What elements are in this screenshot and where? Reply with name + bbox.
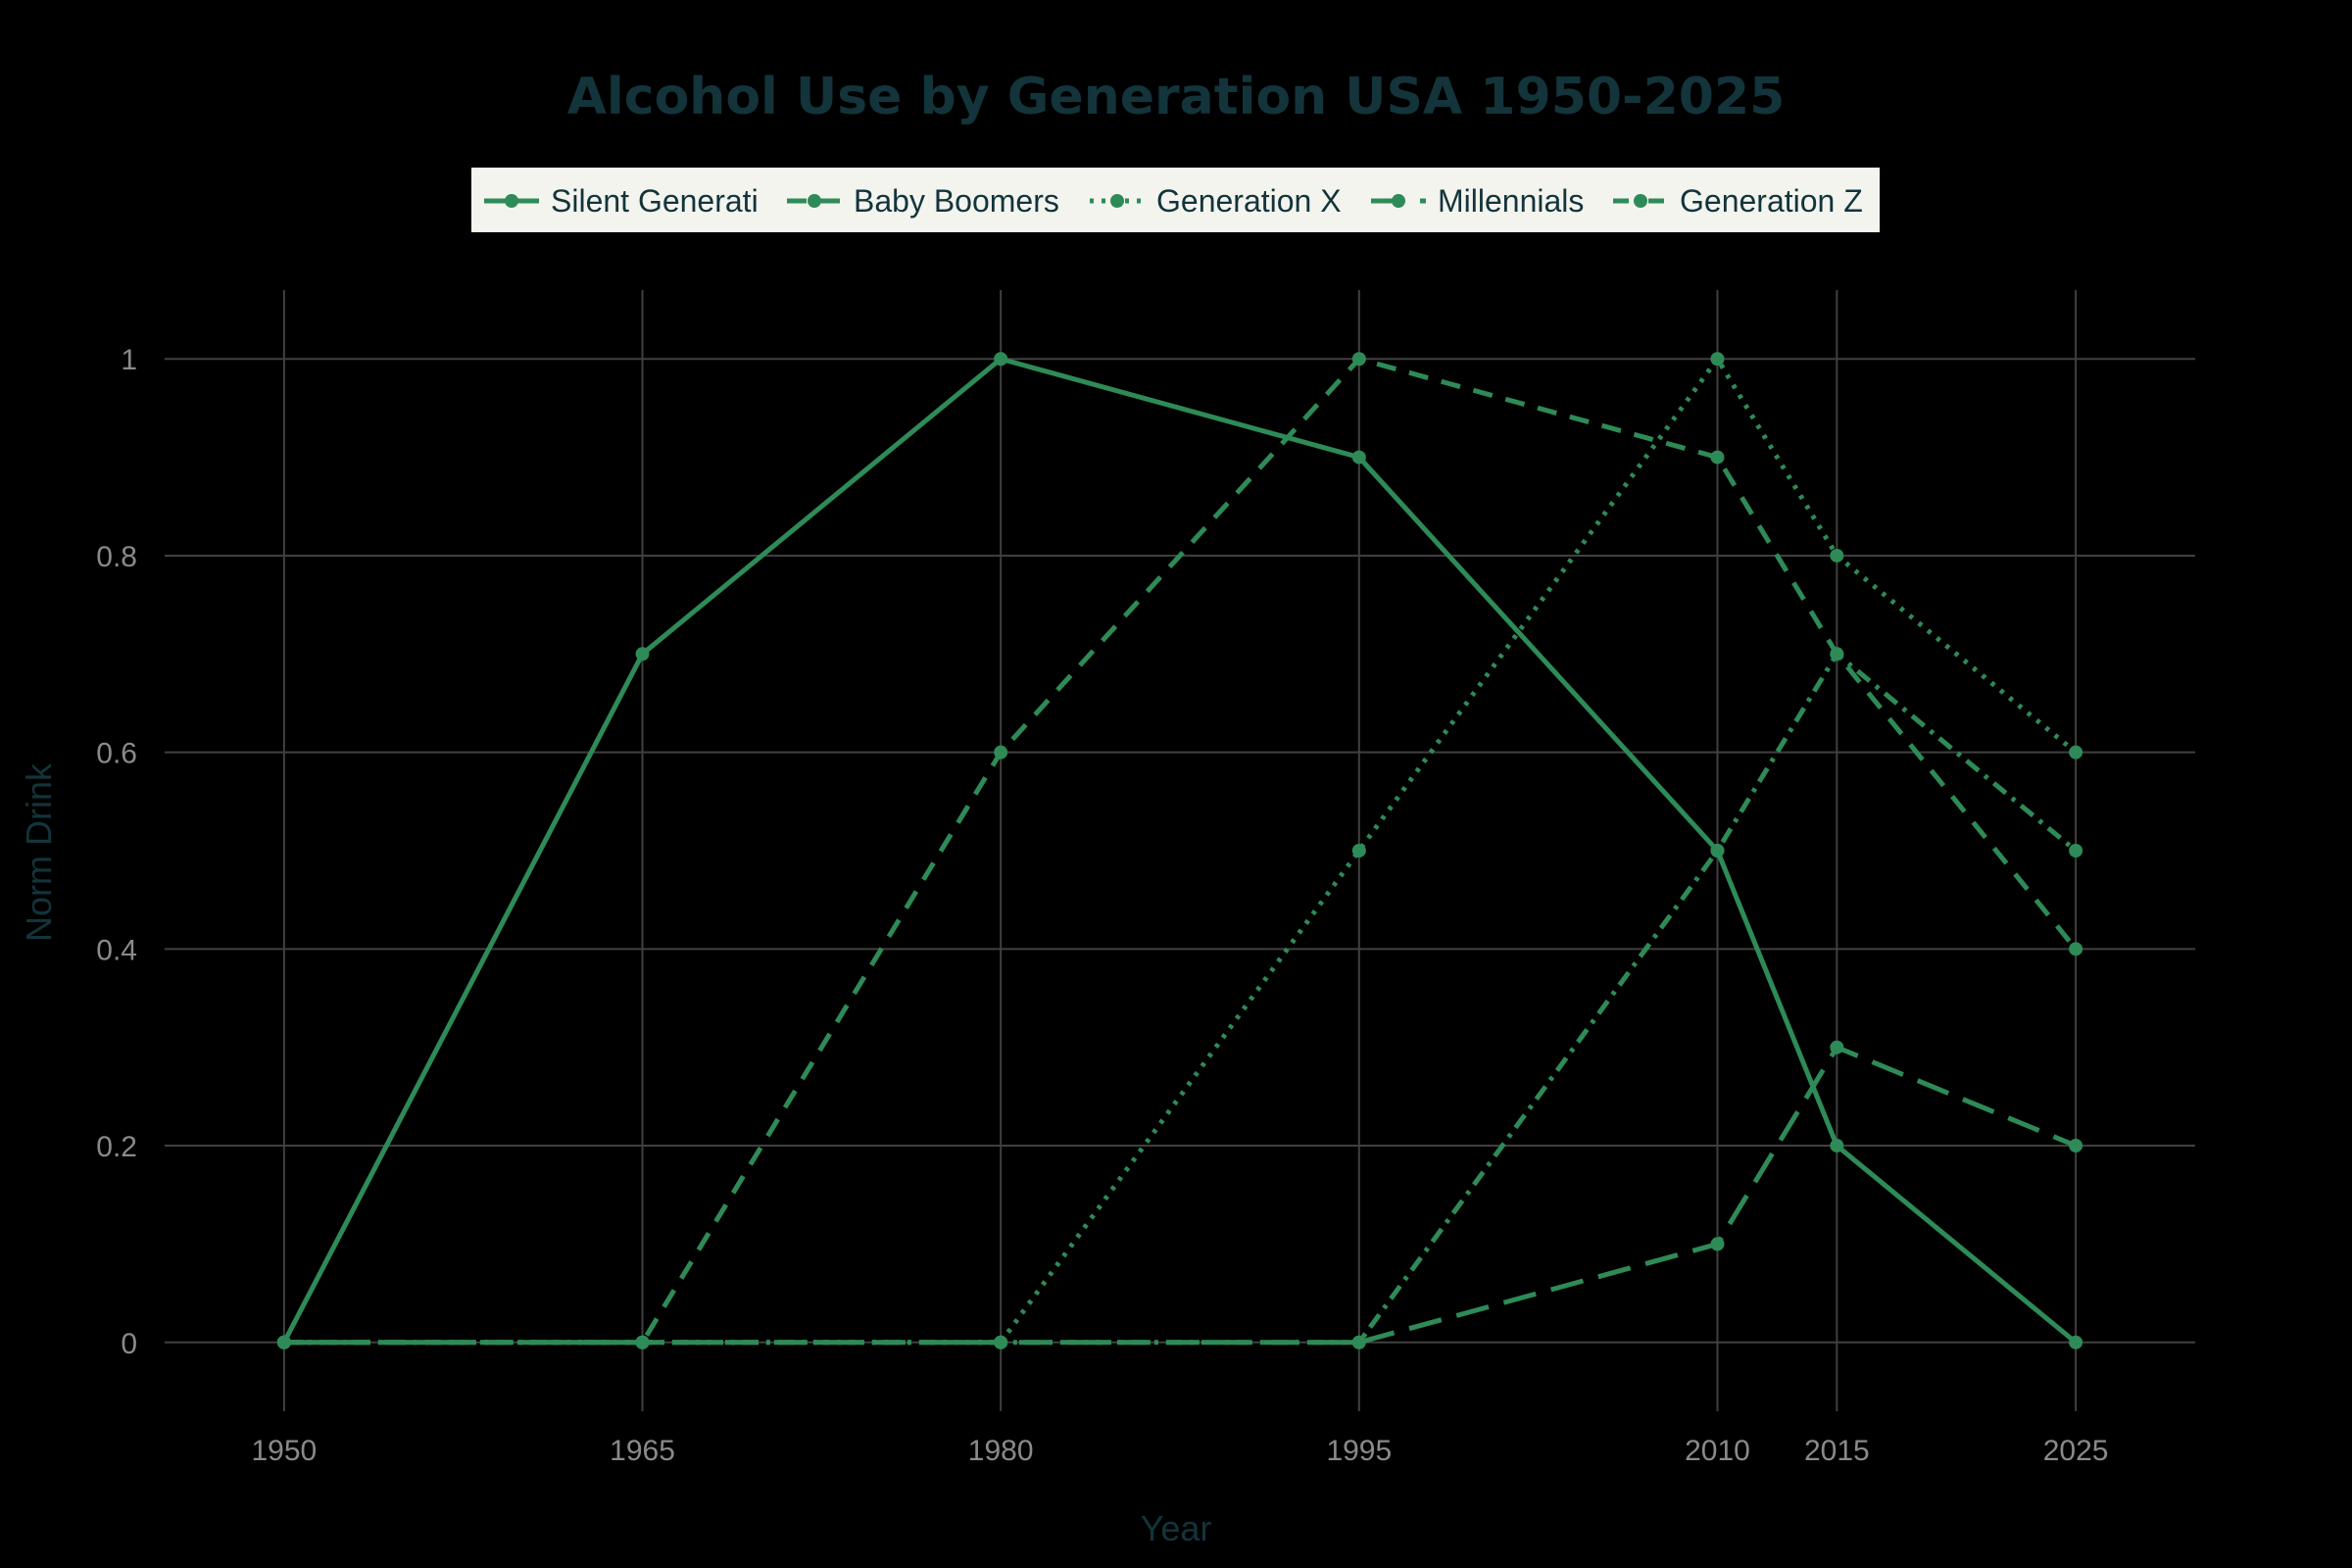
data-point	[1351, 1335, 1366, 1349]
x-tick-label: 2025	[2043, 1435, 2109, 1467]
legend-swatch-marker	[1634, 194, 1647, 208]
grid	[165, 290, 2195, 1411]
y-tick-label: 0.6	[96, 738, 137, 770]
y-axis-title: Norm Drink	[19, 762, 59, 942]
data-point	[1830, 1040, 1844, 1054]
series-millennials	[276, 1040, 2083, 1349]
x-axis-title: Year	[1141, 1508, 1212, 1548]
data-point	[635, 647, 650, 662]
data-point	[1710, 352, 1725, 367]
x-tick-label: 1965	[610, 1435, 675, 1467]
legend-item: Generation X	[1090, 183, 1342, 219]
x-tick-label: 2015	[1804, 1435, 1870, 1467]
series-line	[283, 651, 2078, 1346]
series-generation-z	[276, 647, 2083, 1349]
x-tick-label: 1950	[252, 1435, 318, 1467]
series-generation-x	[276, 352, 2083, 1349]
data-point	[1830, 548, 1844, 563]
data-point	[2069, 745, 2083, 760]
series-line	[283, 1045, 2078, 1346]
legend-swatch-marker	[1392, 194, 1405, 208]
data-point	[1351, 352, 1366, 367]
data-point	[1710, 844, 1725, 858]
legend-label: Millennials	[1438, 183, 1584, 219]
data-point	[1830, 647, 1844, 662]
data-point	[994, 1335, 1008, 1349]
data-point	[635, 1335, 650, 1349]
y-tick-label: 0.4	[96, 934, 137, 966]
data-point	[2069, 1139, 2083, 1153]
data-point	[994, 352, 1008, 367]
data-point	[1710, 1237, 1725, 1251]
data-point	[1710, 450, 1725, 465]
data-point	[2069, 1335, 2083, 1349]
y-tick-label: 0.8	[96, 541, 137, 573]
y-tick-label: 1	[121, 344, 137, 376]
legend-label: Generation X	[1156, 183, 1342, 219]
legend-label: Silent Generati	[551, 183, 759, 219]
tick-labels: 1950 1965 1980 1995 2010 2015 2025 0 0.2 0.4 0.6 0.…	[96, 344, 2108, 1467]
data-point	[1830, 1139, 1844, 1153]
series-baby-boomers	[276, 352, 2083, 1349]
x-tick-label: 2010	[1685, 1435, 1750, 1467]
y-tick-label: 0	[121, 1328, 137, 1360]
legend-label: Generation Z	[1680, 183, 1863, 219]
legend-swatch-marker	[505, 194, 518, 208]
data-point	[1351, 844, 1366, 858]
series-silent-generati	[276, 352, 2083, 1349]
legend-item: Silent Generati	[484, 183, 759, 219]
legend-item: Millennials	[1371, 183, 1584, 219]
legend-label: Baby Boomers	[854, 183, 1059, 219]
series-line	[283, 356, 2078, 1346]
data-point	[1351, 450, 1366, 465]
legend: Silent Generati Baby Boomers Generation X M…	[471, 168, 1880, 232]
data-point	[2069, 942, 2083, 956]
x-tick-label: 1980	[968, 1435, 1034, 1467]
legend-item: Baby Boomers	[787, 183, 1059, 219]
series-lines	[276, 352, 2083, 1349]
legend-item: Generation Z	[1613, 183, 1863, 219]
x-tick-label: 1995	[1326, 1435, 1392, 1467]
y-tick-label: 0.2	[96, 1131, 137, 1163]
chart-title: Alcohol Use by Generation USA 1950-2025	[567, 68, 1786, 126]
legend-swatch-marker	[1110, 194, 1124, 208]
data-point	[276, 1335, 291, 1349]
data-point	[2069, 844, 2083, 858]
data-point	[994, 745, 1008, 760]
legend-swatch-marker	[808, 194, 821, 208]
